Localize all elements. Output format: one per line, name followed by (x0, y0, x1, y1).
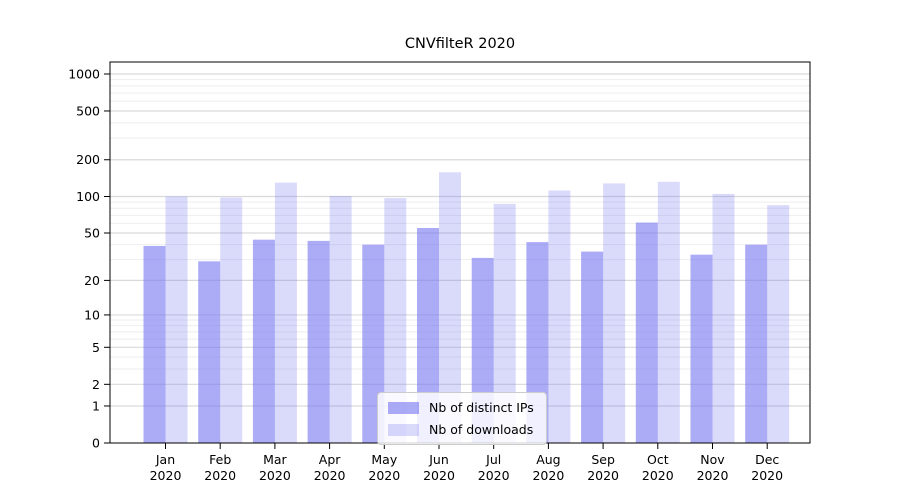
x-tick-label-month: Mar (263, 452, 287, 467)
y-tick-label: 10 (84, 307, 100, 322)
legend-swatch-downloads (388, 423, 419, 436)
bar-downloads-oct (657, 181, 680, 443)
x-tick-label-year: 2020 (478, 468, 510, 483)
bar-downloads-aug (548, 190, 571, 443)
bar-downloads-feb (220, 197, 243, 443)
bar-distinct-ips-apr (307, 240, 330, 443)
x-tick-label-year: 2020 (642, 468, 674, 483)
legend-swatch-distinct-ips (388, 401, 419, 414)
bar-distinct-ips-mar (252, 239, 275, 443)
y-tick-label: 100 (76, 189, 100, 204)
bar-downloads-dec (767, 205, 790, 443)
bar-downloads-may (384, 198, 407, 443)
x-tick-label-year: 2020 (532, 468, 564, 483)
bar-distinct-ips-jun (417, 228, 439, 443)
y-tick-label: 50 (84, 225, 100, 240)
x-tick-label-month: Nov (700, 452, 725, 467)
x-tick-label-month: Oct (647, 452, 669, 467)
bar-distinct-ips-nov (690, 254, 713, 443)
y-tick-label: 1000 (68, 67, 100, 82)
x-tick-label-year: 2020 (368, 468, 400, 483)
bar-downloads-mar (274, 182, 297, 443)
x-tick-label-month: Aug (536, 452, 560, 467)
x-tick-label-month: Dec (755, 452, 779, 467)
x-tick-label-month: Jan (155, 452, 175, 467)
x-tick-label-year: 2020 (697, 468, 729, 483)
y-tick-label: 5 (92, 340, 100, 355)
x-tick-label-month: May (371, 452, 397, 467)
y-tick-label: 500 (76, 103, 100, 118)
x-tick-label-year: 2020 (751, 468, 783, 483)
x-tick-label-year: 2020 (259, 468, 291, 483)
bar-downloads-nov (712, 193, 735, 443)
bar-downloads-apr (329, 195, 352, 443)
x-tick-label-year: 2020 (587, 468, 619, 483)
bar-downloads-jan (165, 196, 188, 443)
bar-downloads-sep (603, 183, 626, 443)
bar-downloads-jun (439, 172, 461, 443)
legend-item-downloads: Nb of downloads (388, 422, 534, 437)
x-tick-label-year: 2020 (423, 468, 455, 483)
y-tick-label: 2 (92, 377, 100, 392)
x-tick-label-month: Apr (319, 452, 341, 467)
y-tick-label: 20 (84, 273, 100, 288)
x-tick-label-month: Feb (209, 452, 231, 467)
legend: Nb of distinct IPs Nb of downloads (377, 392, 547, 445)
y-tick-label: 200 (76, 152, 100, 167)
x-tick-label-year: 2020 (314, 468, 346, 483)
legend-label-downloads: Nb of downloads (429, 422, 534, 437)
x-tick-label-year: 2020 (150, 468, 182, 483)
legend-item-distinct-ips: Nb of distinct IPs (388, 400, 534, 415)
bar-downloads-jul (493, 203, 516, 443)
x-tick-label-month: Jul (485, 452, 501, 467)
bar-distinct-ips-oct (635, 222, 658, 443)
y-tick-label: 0 (92, 436, 100, 451)
bar-distinct-ips-jan (143, 245, 166, 443)
bar-distinct-ips-feb (198, 261, 221, 443)
x-tick-label-month: Jun (428, 452, 449, 467)
bar-distinct-ips-sep (581, 251, 604, 443)
legend-label-distinct-ips: Nb of distinct IPs (429, 400, 534, 415)
bar-distinct-ips-dec (745, 244, 768, 443)
chart-title: CNVfilteR 2020 (404, 36, 516, 52)
y-tick-label: 1 (92, 398, 100, 413)
x-tick-label-year: 2020 (204, 468, 236, 483)
x-tick-label-month: Sep (591, 452, 615, 467)
